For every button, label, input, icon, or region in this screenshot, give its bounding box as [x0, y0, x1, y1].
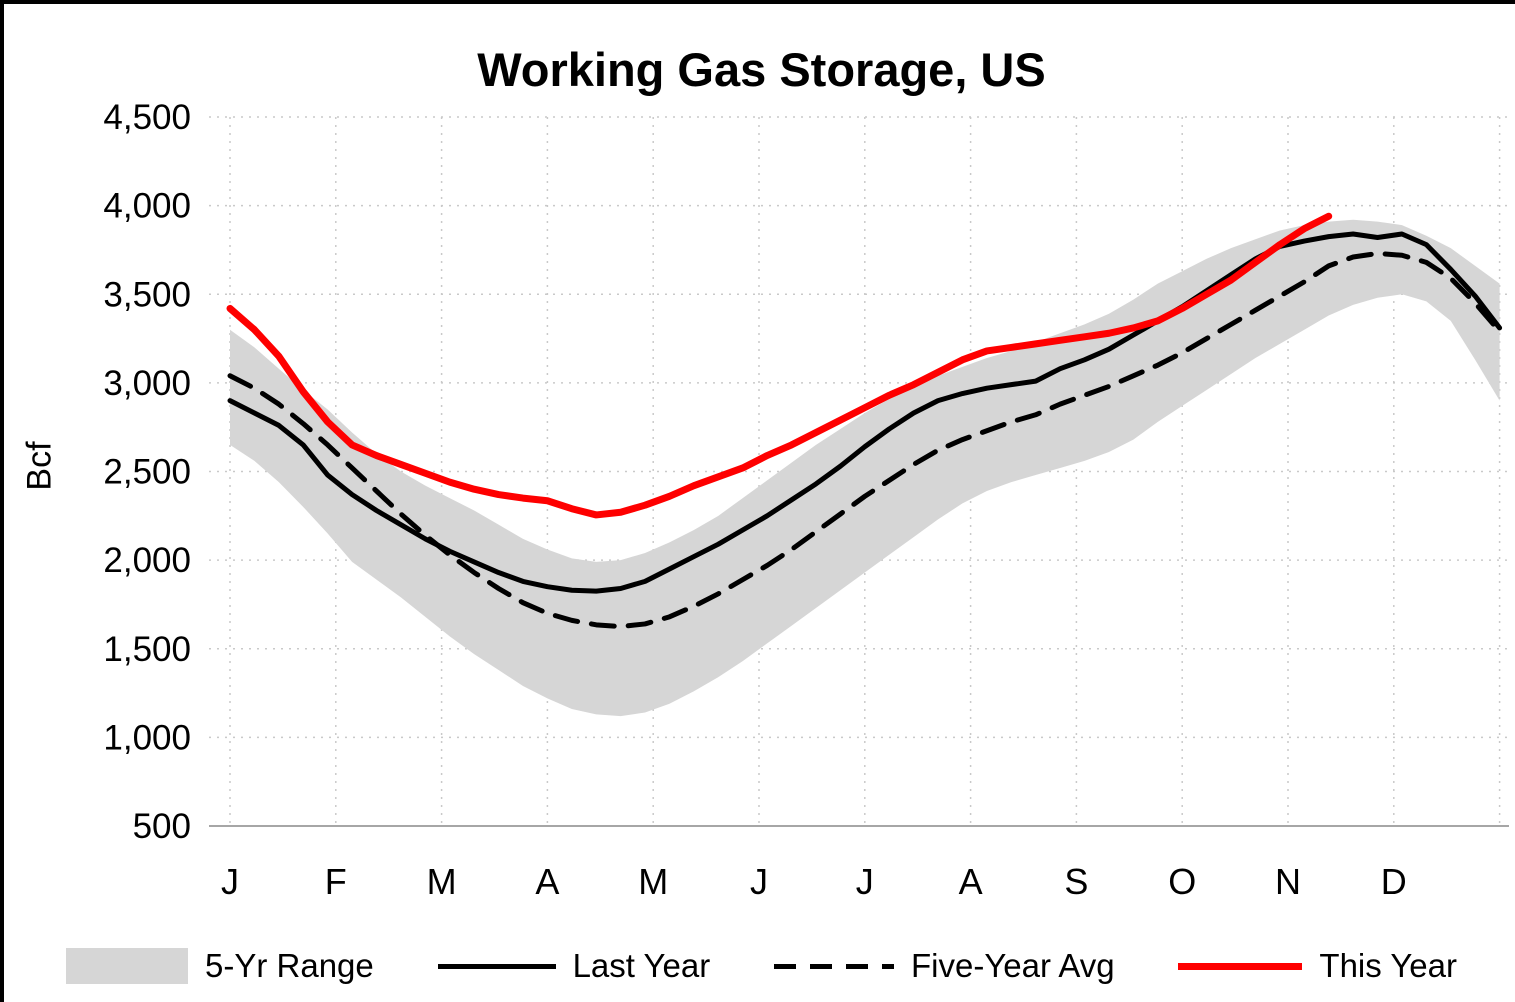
this-year-line-swatch-icon	[1178, 962, 1303, 970]
legend-label-five-year-avg: Five-Year Avg	[910, 947, 1115, 984]
x-tick-label: M	[427, 861, 457, 902]
working-gas-storage-plot: 4,500 4,000 3,500 3,000 2,500 2,000 1,500 1,000…	[103, 98, 1509, 902]
x-tick-label: S	[1064, 861, 1088, 902]
x-tick-label: J	[221, 861, 239, 902]
y-tick-label: 2,500	[103, 453, 191, 492]
x-tick-label: O	[1168, 861, 1196, 902]
chart-title: Working Gas Storage, US	[477, 43, 1046, 96]
y-tick-label: 1,000	[103, 718, 191, 757]
this-year-line	[226, 212, 1333, 519]
five-year-range-swatch-icon	[66, 948, 188, 984]
five-year-avg-line	[227, 250, 1503, 630]
legend-label-this-year: This Year	[1319, 947, 1457, 984]
x-tick-label: J	[750, 861, 768, 902]
chart-legend: 5-Yr Range Last Year Five-Year Avg This …	[4, 932, 1515, 1000]
legend-label-last-year: Last Year	[572, 947, 711, 984]
y-tick-label: 4,000	[103, 187, 191, 226]
y-tick-label: 3,500	[103, 275, 191, 314]
legend-item-last-year: Last Year	[437, 947, 711, 985]
x-tick-label: D	[1381, 861, 1407, 902]
legend-label-five-year-range: 5-Yr Range	[205, 947, 374, 984]
x-tick-label: F	[325, 861, 347, 902]
legend-item-this-year: This Year	[1178, 947, 1457, 985]
five-year-avg-dash-swatch-icon	[773, 963, 894, 969]
last-year-line-swatch-icon	[437, 963, 556, 969]
y-tick-label: 2,000	[103, 541, 191, 580]
legend-item-five-year-range: 5-Yr Range	[66, 947, 374, 985]
y-tick-label: 3,000	[103, 364, 191, 403]
y-tick-label: 500	[133, 807, 191, 846]
x-tick-label: N	[1275, 861, 1301, 902]
x-tick-label: A	[535, 861, 559, 902]
y-tick-label: 1,500	[103, 630, 191, 669]
five-year-range-band	[230, 219, 1500, 717]
x-tick-label: J	[856, 861, 874, 902]
x-tick-label: M	[638, 861, 668, 902]
legend-item-five-year-avg: Five-Year Avg	[773, 947, 1115, 985]
x-tick-label: A	[959, 861, 983, 902]
y-tick-label: 4,500	[103, 98, 191, 137]
